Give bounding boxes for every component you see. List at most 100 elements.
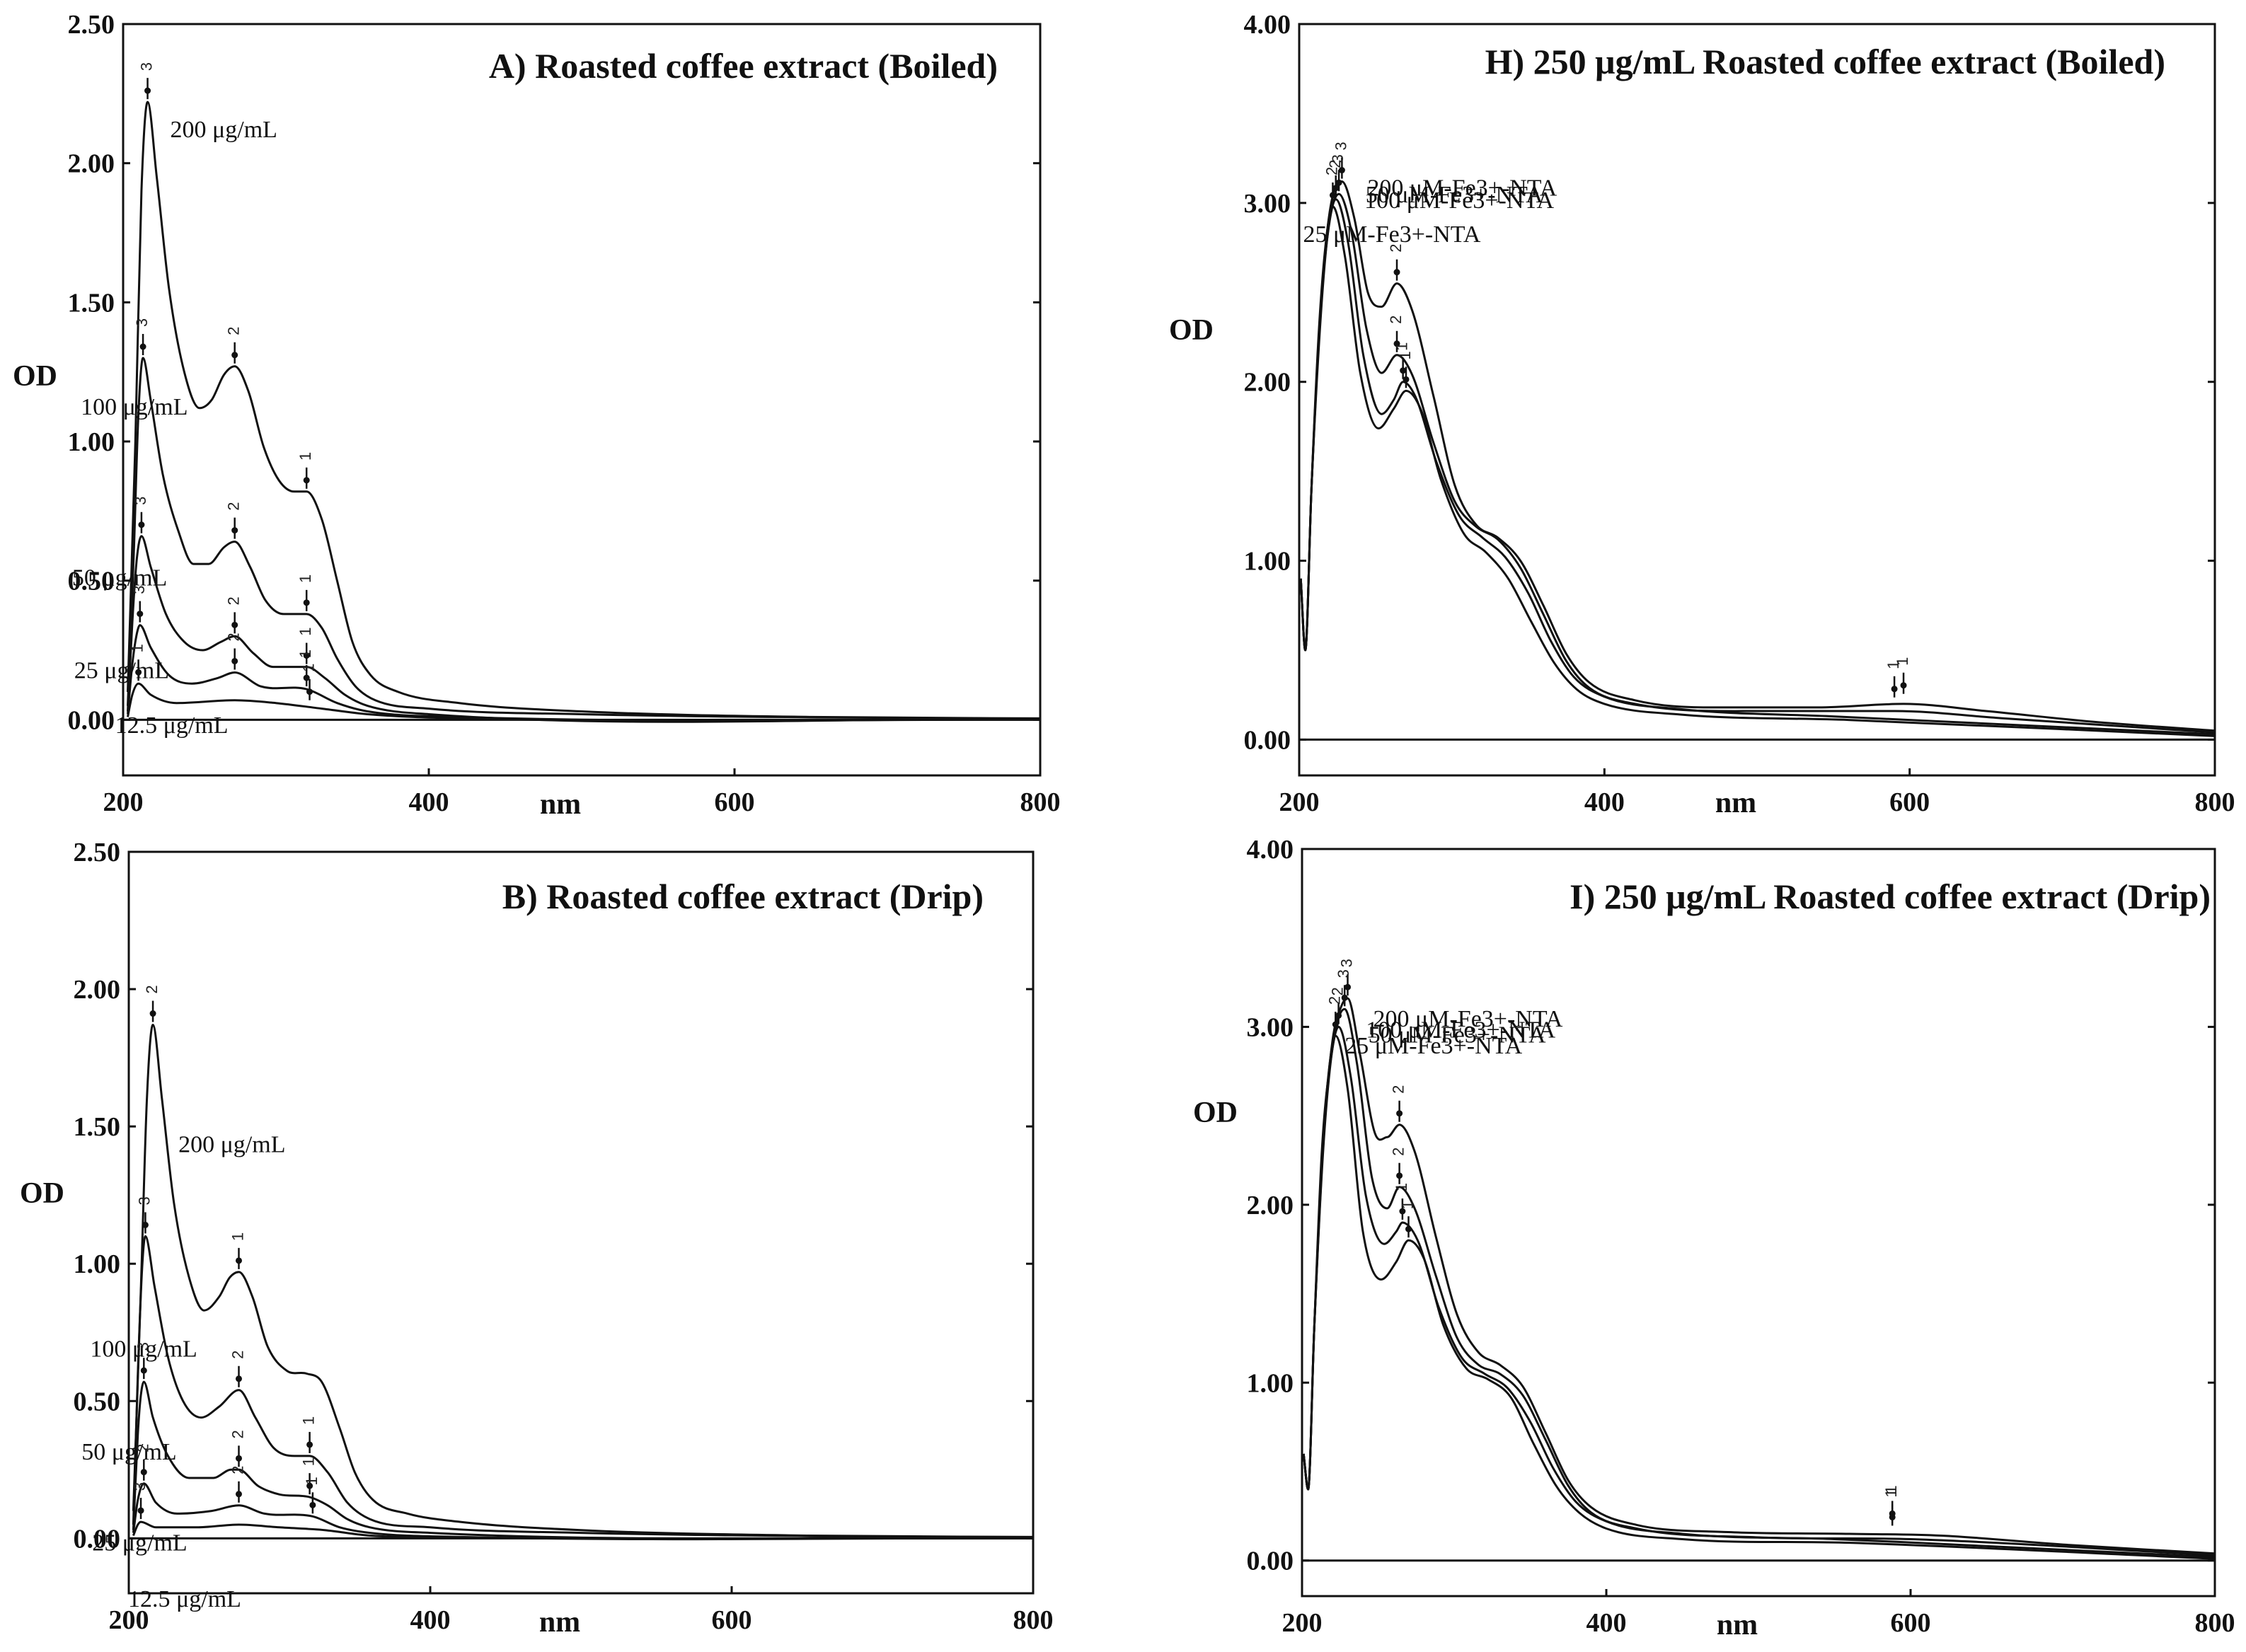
peak-number: 1 [1399,1201,1417,1209]
peak-number: 2 [225,327,243,335]
series-label-200-ug-ml: 200 μg/mL [178,1132,285,1158]
peak-dot [1393,340,1400,347]
peak-number: 2 [229,1351,246,1359]
x-tick-label: 400 [410,1605,451,1635]
peak-number: 2 [225,596,243,605]
series-line-25-um-fe3plus-nta [1302,1034,2216,1560]
x-axis-title: nm [539,1606,580,1639]
peak-number: 1 [1882,1489,1900,1497]
panel-b-drip-concentration: 0.00 0.50 1.00 1.50 2.00 2.50 200 400 600 800 OD nm… [20,838,1054,1639]
series-label-50-ug-ml: 50 μg/mL [72,565,167,591]
y-axis-title: OD [20,1177,64,1210]
peak-number: 2 [229,1466,246,1474]
peak-number: 1 [296,627,314,635]
peak-number: 2 [1387,244,1405,253]
peak-dot [303,674,310,681]
peak-dot [135,669,142,676]
peak-dot [303,599,310,606]
panel-i-drip-iron: 0.00 1.00 2.00 3.00 4.00 200 400 600 800 OD nm I) 2… [1193,835,2235,1641]
y-tick-label: 0.50 [68,567,115,596]
y-axis-title: OD [1169,314,1214,347]
series-line-25-um-fe3plus-nta [1299,205,2216,737]
series-label-100-um-fe3plus-nta: 100 μM-Fe3+-NTA [1366,1017,1555,1043]
peak-number: 3 [132,497,149,505]
peak-dot [1396,1172,1403,1179]
series-line-100-ug-ml [132,1235,1034,1539]
panel-title: A) Roasted coffee extract (Boiled) [489,46,998,86]
y-tick-label: 0.00 [68,705,115,735]
plot-frame [122,23,1042,777]
peak-dot [303,652,310,659]
x-tick-label: 800 [1020,787,1061,817]
peak-dot [231,527,238,534]
series-label-25-um-fe3plus-nta: 25 μM-Fe3+-NTA [1303,221,1480,248]
series-line-100-um-fe3plus-nta [1302,1007,2216,1556]
peak-number: 3 [133,318,151,327]
y-tick-label: 4.00 [1244,10,1291,40]
panel-title: I) 250 μg/mL Roasted coffee extract (Dri… [1570,877,2211,916]
peak-number: 2 [1390,1085,1407,1094]
series-line-12-5-ug-ml [127,682,1041,722]
peak-number: 1 [300,664,318,672]
y-tick-label: 2.50 [68,10,115,40]
y-tick-label: 2.00 [74,975,121,1005]
y-tick-label: 0.50 [74,1387,121,1416]
peak-dot [306,1482,313,1489]
series-label-50-um-fe3plus-nta: 50 μM-Fe3+-NTA [1366,182,1543,208]
peak-dot [137,611,144,618]
peak-number: 1 [1396,351,1414,359]
x-tick-label: 200 [109,1605,149,1635]
series-label-25-ug-ml: 25 μg/mL [74,658,169,684]
peak-dot [235,1455,242,1462]
y-axis-title: OD [13,360,57,393]
peak-dot [235,1257,242,1264]
peak-dot [1341,994,1348,1001]
peak-dot [137,1507,144,1514]
peak-number: 1 [1884,661,1902,669]
x-tick-label: 800 [2195,1608,2235,1638]
series-line-100-ug-ml [127,357,1041,720]
peak-number: 2 [1326,160,1344,168]
peak-dot [1338,167,1345,174]
peak-number: 2 [1325,996,1343,1005]
series-line-50-ug-ml [127,535,1041,723]
peak-dot [1396,1110,1403,1117]
panel-a-boiled-concentration: 0.00 0.50 1.00 1.50 2.00 2.50 200 400 600 800 OD nm… [13,10,1061,821]
peak-dot [1891,686,1898,693]
peak-dot [1393,269,1400,276]
peak-dot [1405,1225,1412,1232]
peak-dot [306,1441,313,1448]
peak-dot [138,521,145,528]
y-tick-label: 0.00 [1244,725,1291,755]
peak-number: 3 [1335,969,1352,978]
y-tick-label: 1.00 [74,1249,121,1279]
series-line-200-ug-ml [127,100,1041,720]
series-line-200-ug-ml [132,1023,1034,1538]
peak-number: 1 [129,644,146,652]
y-tick-label: 2.50 [74,838,121,867]
series-label-200-um-fe3plus-nta: 200 μM-Fe3+-NTA [1373,1006,1563,1032]
peak-number: 3 [1332,141,1349,150]
x-tick-label: 400 [1584,787,1625,817]
panel-title: H) 250 μg/mL Roasted coffee extract (Boi… [1485,42,2165,81]
y-tick-label: 3.00 [1244,189,1291,219]
peak-dot [149,1010,156,1017]
peak-number: 2 [1323,167,1340,175]
peak-dot [142,1221,149,1228]
peak-number: 1 [1393,342,1411,351]
series-label-25-um-fe3plus-nta: 25 μM-Fe3+-NTA [1344,1033,1522,1059]
peak-number: 3 [134,1342,151,1351]
x-tick-label: 600 [715,787,755,817]
peak-dot [1335,1012,1342,1019]
series-line-25-ug-ml [127,624,1041,722]
peak-number: 1 [1393,1183,1410,1191]
peak-number: 3 [131,1482,149,1491]
peak-number: 3 [135,1196,153,1205]
peak-number: 1 [1882,1485,1900,1494]
series-label-12-5-ug-ml: 12.5 μg/mL [128,1586,241,1612]
series-line-200-um-fe3plus-nta [1302,997,2216,1555]
peak-dot [231,621,238,628]
peak-dot [231,352,238,359]
series-line-12-5-ug-ml [132,1520,1034,1540]
